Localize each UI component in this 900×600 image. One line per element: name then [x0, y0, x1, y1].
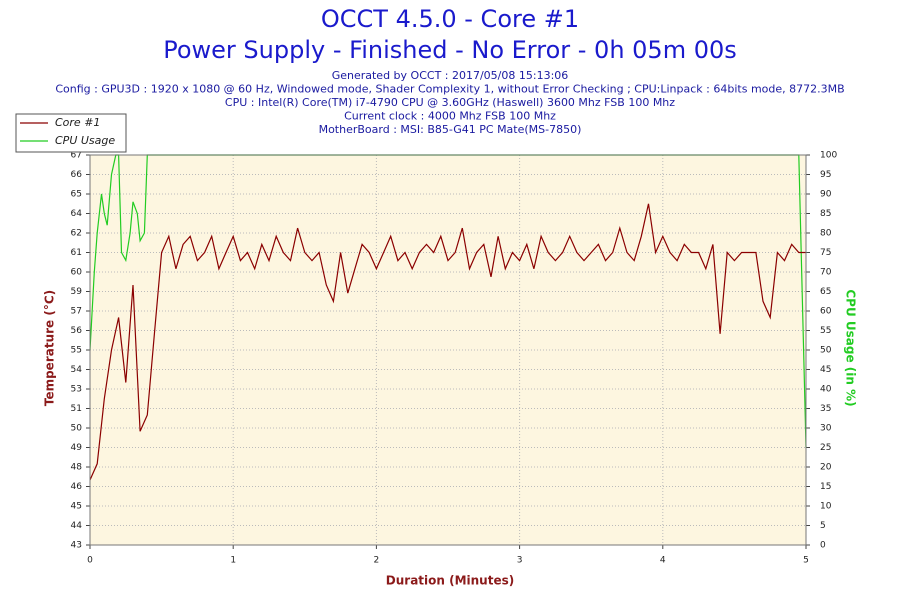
info-line: Current clock : 4000 Mhz FSB 100 Mhz	[344, 110, 556, 123]
y-tick-label: 51	[71, 404, 82, 414]
y-tick-label: 44	[71, 521, 83, 531]
y-tick-label: 50	[71, 424, 83, 434]
y2-tick-label: 10	[820, 502, 832, 512]
y-tick-label: 54	[71, 365, 83, 375]
info-line: CPU : Intel(R) Core(TM) i7-4790 CPU @ 3.…	[225, 96, 675, 109]
y-tick-label: 43	[71, 541, 82, 551]
y2-tick-label: 15	[820, 482, 831, 492]
y2-tick-label: 55	[820, 326, 831, 336]
y2-tick-label: 60	[820, 307, 832, 317]
x-tick-label: 5	[803, 556, 809, 566]
info-line: MotherBoard : MSI: B85-G41 PC Mate(MS-78…	[319, 123, 582, 136]
y-tick-label: 61	[71, 248, 82, 258]
y2-tick-label: 95	[820, 170, 831, 180]
x-axis-label: Duration (Minutes)	[386, 574, 514, 588]
y2-tick-label: 85	[820, 209, 831, 219]
y-tick-label: 45	[71, 502, 82, 512]
legend-label: CPU Usage	[55, 134, 115, 147]
y2-tick-label: 80	[820, 229, 832, 239]
plot-border	[89, 154, 807, 546]
y-tick-label: 66	[71, 170, 83, 180]
y2-axis-label: CPU Usage (in %)	[844, 289, 858, 406]
y2-tick-label: 25	[820, 443, 831, 453]
y-tick-label: 46	[71, 482, 83, 492]
y-tick-label: 64	[71, 209, 83, 219]
y-tick-label: 60	[71, 268, 83, 278]
y-tick-label: 67	[71, 151, 82, 161]
y-tick-label: 48	[71, 463, 83, 473]
y-axis-label: Temperature (°C)	[43, 290, 57, 406]
y2-tick-label: 45	[820, 365, 831, 375]
y2-tick-label: 65	[820, 287, 831, 297]
chart-subtitle: Power Supply - Finished - No Error - 0h …	[163, 36, 737, 64]
y2-tick-label: 100	[820, 151, 837, 161]
y-tick-label: 56	[71, 326, 83, 336]
x-tick-label: 3	[517, 556, 523, 566]
legend-label: Core #1	[55, 116, 100, 129]
y2-tick-label: 0	[820, 541, 826, 551]
y-tick-label: 55	[71, 346, 82, 356]
chart-title: OCCT 4.5.0 - Core #1	[321, 5, 579, 33]
y2-tick-label: 20	[820, 463, 832, 473]
y-tick-label: 59	[71, 287, 83, 297]
y2-tick-label: 40	[820, 385, 832, 395]
y-tick-label: 53	[71, 385, 82, 395]
x-tick-label: 2	[374, 556, 380, 566]
y2-tick-label: 50	[820, 346, 832, 356]
y2-tick-label: 90	[820, 190, 832, 200]
y2-tick-label: 35	[820, 404, 831, 414]
legend-box	[15, 113, 127, 153]
info-line: Config : GPU3D : 1920 x 1080 @ 60 Hz, Wi…	[55, 83, 844, 96]
y2-tick-label: 70	[820, 268, 832, 278]
info-line: Generated by OCCT : 2017/05/08 15:13:06	[332, 69, 569, 82]
x-tick-label: 0	[87, 556, 93, 566]
y2-tick-label: 30	[820, 424, 832, 434]
x-tick-label: 1	[230, 556, 236, 566]
y-tick-label: 49	[71, 443, 83, 453]
y-tick-label: 65	[71, 190, 82, 200]
series-line	[89, 154, 807, 448]
x-tick-label: 4	[660, 556, 666, 566]
y2-tick-label: 75	[820, 248, 831, 258]
y2-tick-label: 5	[820, 521, 826, 531]
y-tick-label: 62	[71, 229, 82, 239]
series-line	[89, 203, 806, 481]
y-tick-label: 57	[71, 307, 82, 317]
